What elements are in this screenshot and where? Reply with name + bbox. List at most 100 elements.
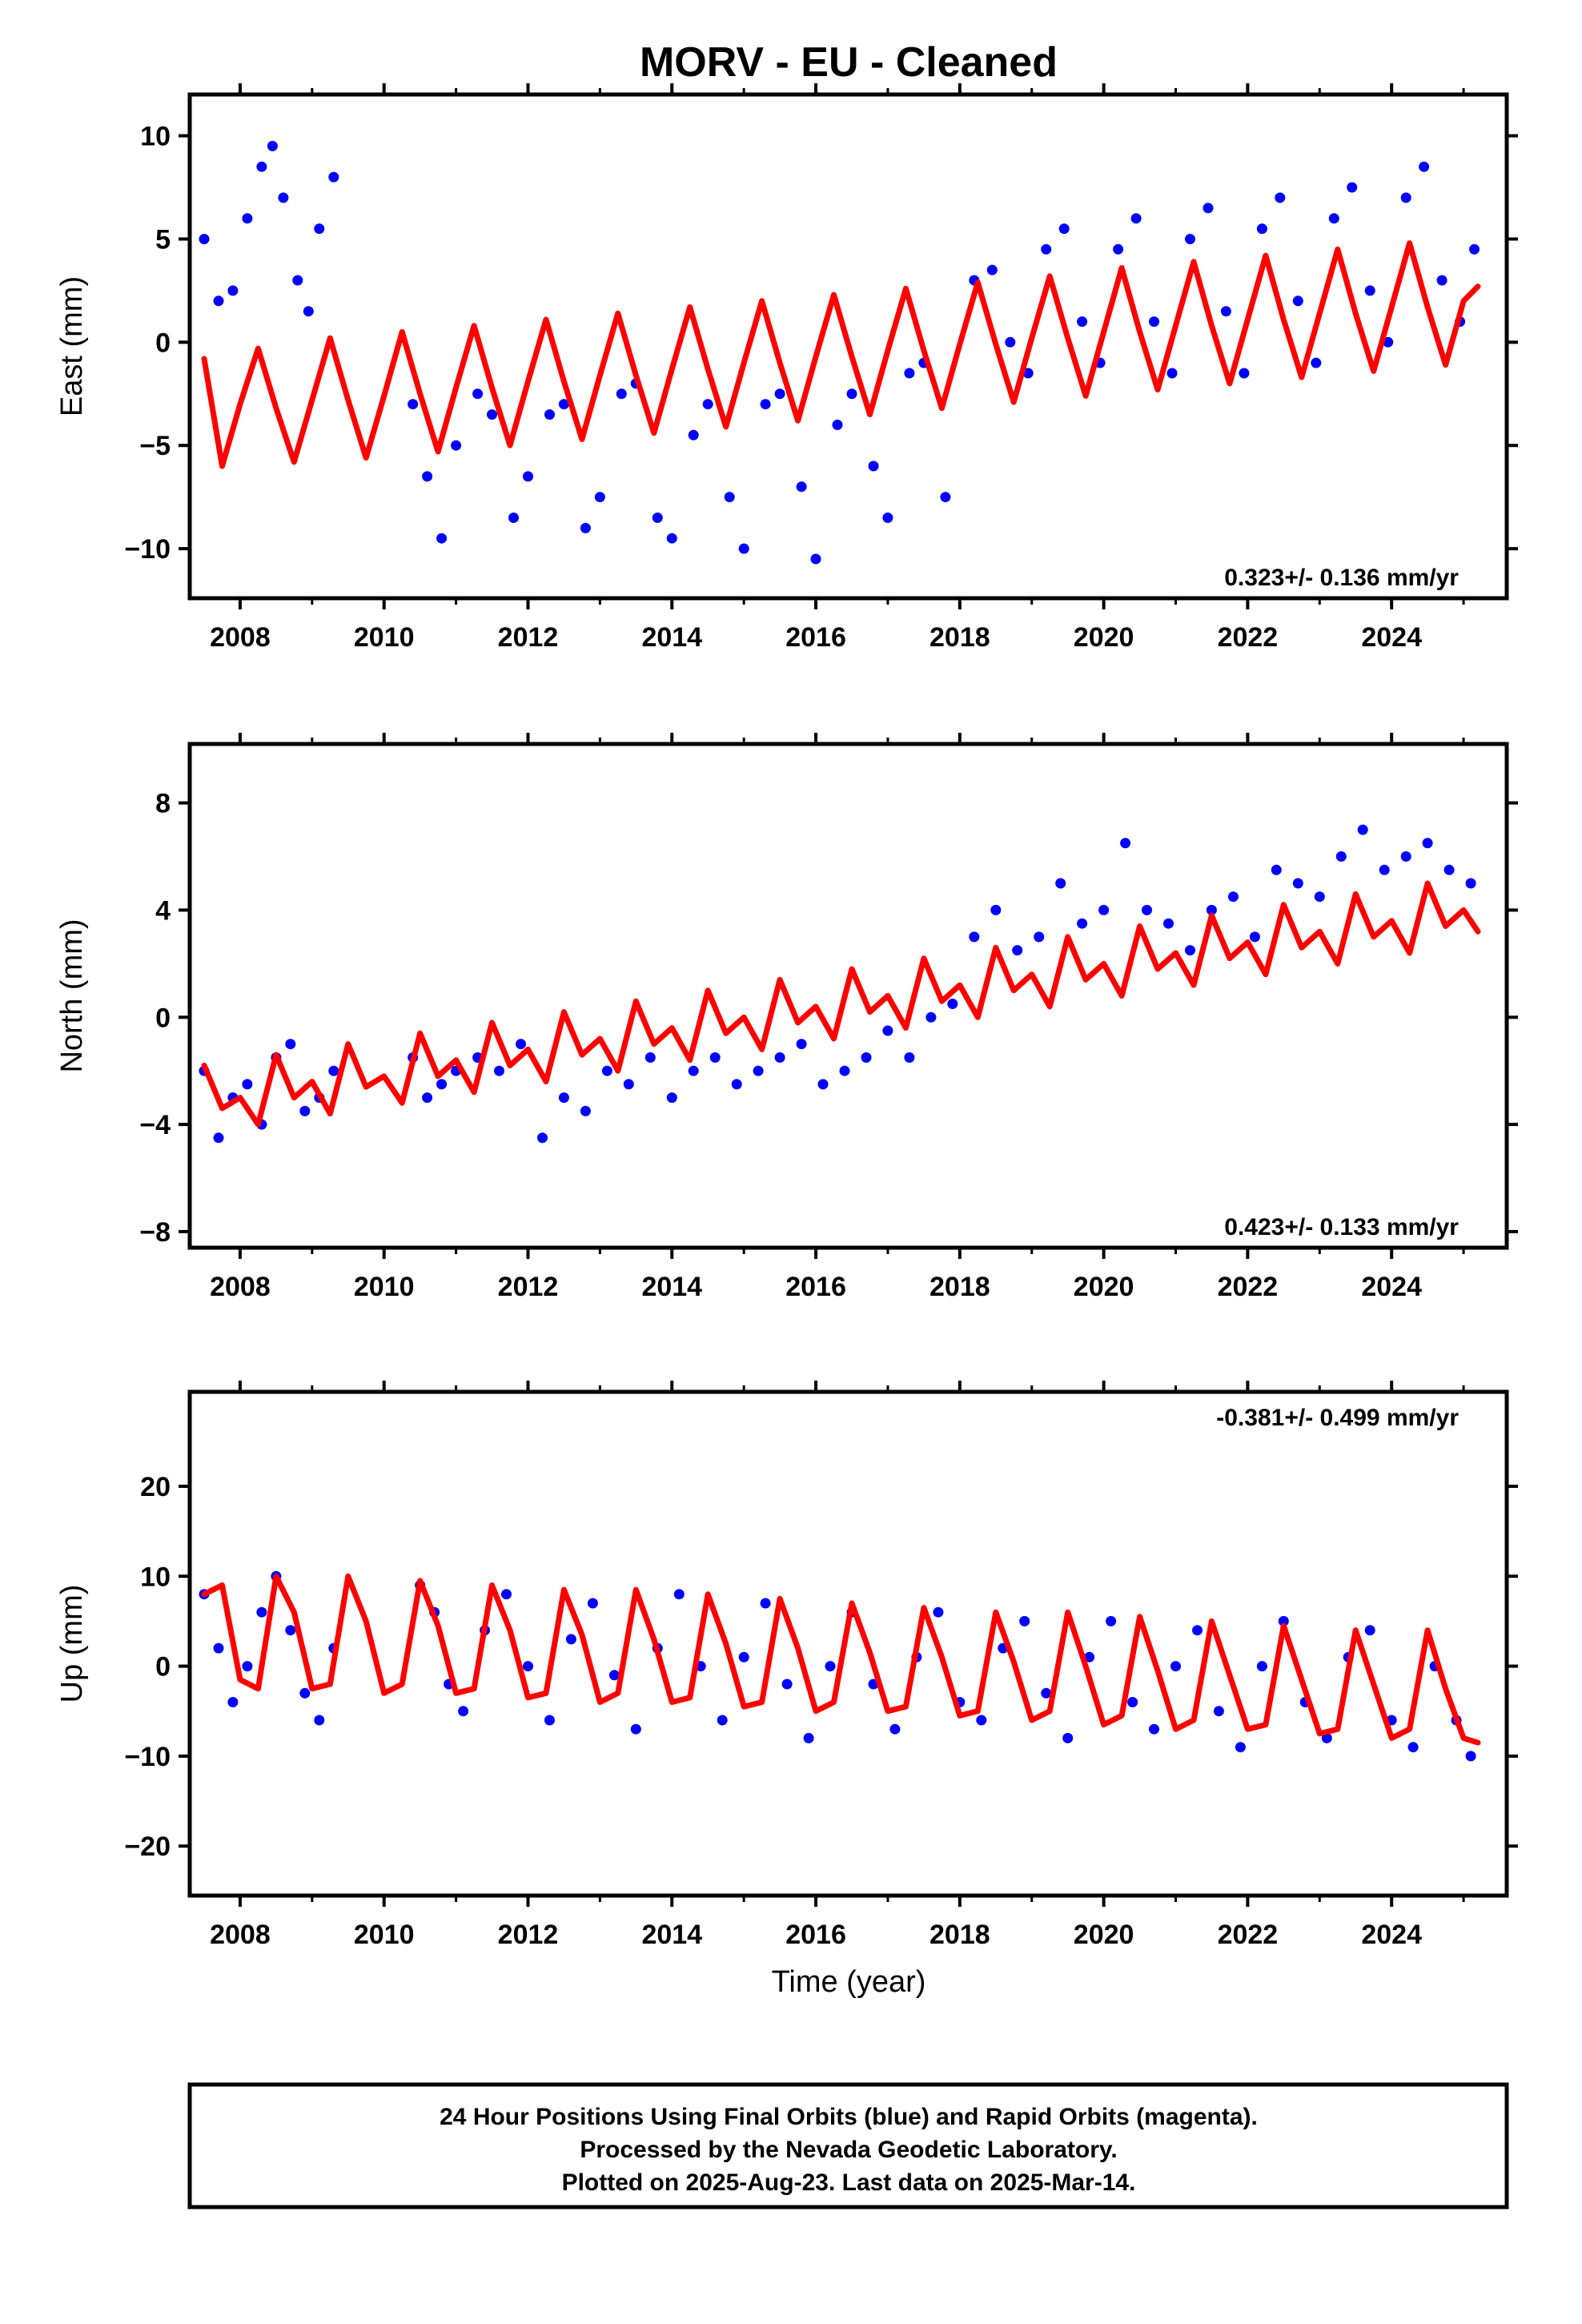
north-data-point [494, 1065, 504, 1076]
east-data-point [688, 429, 699, 440]
north-plot-frame [187, 742, 1509, 1250]
north-data-point [558, 1092, 569, 1104]
north-x-tick-label: 2016 [785, 1272, 846, 1302]
up-data-point [717, 1715, 728, 1726]
up-x-tick-label: 2020 [1074, 1920, 1134, 1950]
east-data-point [1469, 243, 1480, 255]
up-data-point [1170, 1661, 1181, 1672]
up-x-tick-label: 2018 [930, 1920, 990, 1950]
up-data-point [803, 1732, 814, 1743]
east-data-point [724, 492, 735, 503]
east-data-point [1400, 192, 1411, 203]
north-data-point [580, 1105, 591, 1116]
north-y-tick-label: 8 [155, 789, 171, 819]
north-data-point [817, 1079, 829, 1090]
up-model-line [201, 1573, 1481, 1746]
east-plot-frame [187, 92, 1509, 601]
east-data-point [227, 285, 239, 296]
east-data-point [1149, 316, 1159, 328]
up-data-layer [199, 1570, 1481, 1762]
east-data-point [267, 140, 278, 151]
east-data-point [1185, 234, 1195, 244]
up-data-point [523, 1661, 533, 1672]
east-data-point [1347, 182, 1358, 193]
east-data-point [1203, 203, 1214, 214]
up-data-point [781, 1679, 793, 1690]
up-y-tick-label: −10 [124, 1742, 171, 1772]
east-data-point [1436, 275, 1447, 286]
up-x-tick-label: 2012 [498, 1920, 559, 1950]
north-y-tick-label: 0 [155, 1003, 171, 1033]
east-data-point [436, 533, 448, 544]
north-data-point [1163, 918, 1174, 929]
up-data-point [1149, 1723, 1159, 1735]
up-data-point [1106, 1615, 1117, 1626]
north-data-point [882, 1025, 893, 1036]
east-x-tick-label: 2012 [498, 622, 559, 653]
east-data-point [774, 388, 785, 400]
north-data-point [644, 1052, 656, 1063]
east-data-point [1130, 213, 1142, 224]
north-data-point [328, 1065, 339, 1076]
east-data-point [256, 161, 267, 172]
east-data-point [472, 388, 484, 400]
east-data-point [242, 213, 253, 224]
up-data-point [501, 1589, 512, 1600]
north-data-point [861, 1052, 872, 1063]
north-data-point [1142, 904, 1152, 915]
east-data-point [1077, 316, 1088, 328]
north-data-point [1055, 878, 1066, 889]
north-data-point [213, 1132, 224, 1144]
north-data-layer [199, 824, 1481, 1144]
east-data-point [292, 275, 303, 286]
north-data-point [1379, 864, 1390, 875]
up-data-point [285, 1625, 296, 1636]
up-data-point [544, 1715, 555, 1726]
east-data-point [314, 223, 325, 235]
east-panel: 2008 2010 2012 2014 2016 2018 2020 2022 2024 −10 −… [55, 83, 1518, 653]
up-data-point [587, 1598, 598, 1609]
up-data-point [1407, 1742, 1419, 1753]
east-data-point [1311, 357, 1322, 368]
up-x-tick-label: 2016 [785, 1920, 846, 1950]
up-data-point [933, 1606, 944, 1618]
east-data-point [1022, 368, 1034, 379]
up-data-point [314, 1715, 325, 1726]
north-data-point [969, 931, 980, 943]
up-x-tick-label: 2022 [1218, 1920, 1279, 1950]
east-data-point [1275, 192, 1286, 203]
north-data-point [601, 1065, 612, 1076]
east-data-point [666, 533, 677, 544]
up-y-tick-label: 20 [140, 1472, 171, 1502]
east-data-point [868, 460, 879, 472]
east-x-tick-label: 2014 [641, 622, 702, 653]
up-y-tick-label: 10 [140, 1562, 171, 1592]
north-data-point [1443, 864, 1455, 875]
up-data-point [565, 1634, 576, 1645]
east-data-point [278, 192, 289, 203]
north-data-point [516, 1039, 526, 1050]
up-data-point [1019, 1615, 1030, 1626]
north-x-tick-label: 2014 [641, 1272, 702, 1302]
north-y-axis-label: North (mm) [55, 919, 89, 1072]
north-y-tick-label: −4 [139, 1110, 171, 1140]
east-data-point [652, 513, 663, 523]
up-data-point [738, 1651, 749, 1663]
up-y-tick-label: 0 [155, 1652, 171, 1683]
caption-line-1: 24 Hour Positions Using Final Orbits (bl… [440, 2104, 1258, 2130]
up-data-point [227, 1697, 239, 1707]
north-x-tick-label: 2022 [1218, 1272, 1279, 1302]
caption-line-2: Processed by the Nevada Geodetic Laborat… [580, 2137, 1117, 2163]
up-x-tick-label: 2014 [641, 1920, 702, 1950]
north-data-point [537, 1132, 548, 1144]
north-data-point [1357, 824, 1368, 835]
up-y-axis-label: Up (mm) [55, 1585, 89, 1703]
north-data-point [666, 1092, 677, 1104]
north-data-point [623, 1079, 634, 1090]
north-data-point [990, 904, 1002, 915]
north-data-point [796, 1039, 807, 1050]
up-x-tick-label: 2010 [354, 1920, 415, 1950]
north-data-point [1077, 918, 1088, 929]
up-panel: 2008 2010 2012 2014 2016 2018 2020 2022 2024−20−… [55, 1381, 1518, 1950]
north-data-point [1400, 851, 1411, 862]
